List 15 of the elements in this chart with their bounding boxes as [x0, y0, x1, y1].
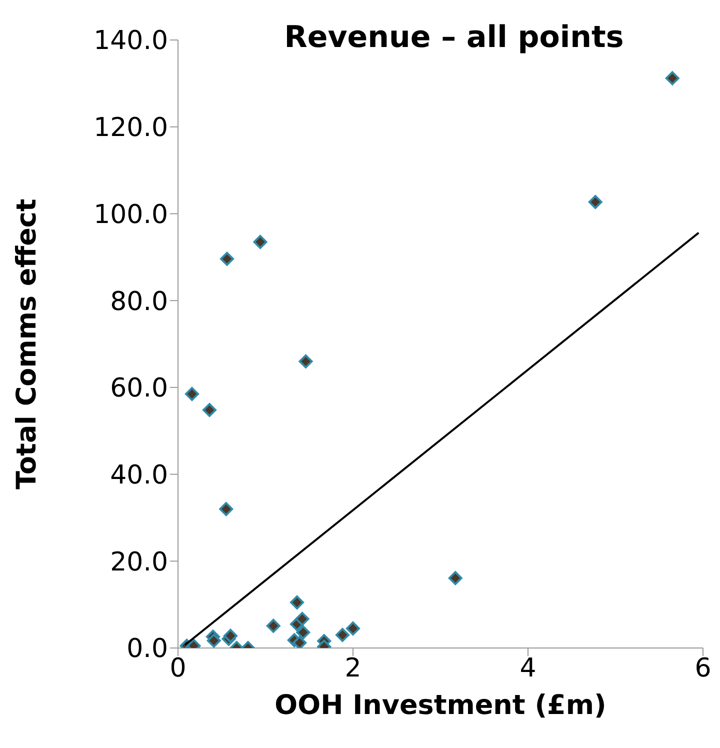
- x-tick-label: 4: [520, 653, 536, 684]
- y-tick-label: 80.0: [110, 286, 168, 317]
- y-tick-label: 40.0: [110, 460, 168, 491]
- x-axis-title: OOH Investment (£m): [274, 690, 606, 721]
- y-tick-label: 120.0: [94, 113, 168, 144]
- y-axis-title: Total Comms effect: [12, 198, 43, 490]
- y-tick-label: 60.0: [110, 374, 168, 404]
- y-tick-label: 20.0: [110, 547, 168, 578]
- x-tick-label: 6: [694, 653, 712, 684]
- y-tick-label: 140.0: [94, 26, 168, 56]
- x-tick-label: 2: [344, 653, 362, 684]
- y-tick-label: 0.0: [126, 634, 168, 664]
- chart-title: Revenue – all points: [283, 20, 625, 55]
- y-tick-label: 100.0: [94, 200, 168, 230]
- x-tick-label: 0: [170, 653, 186, 684]
